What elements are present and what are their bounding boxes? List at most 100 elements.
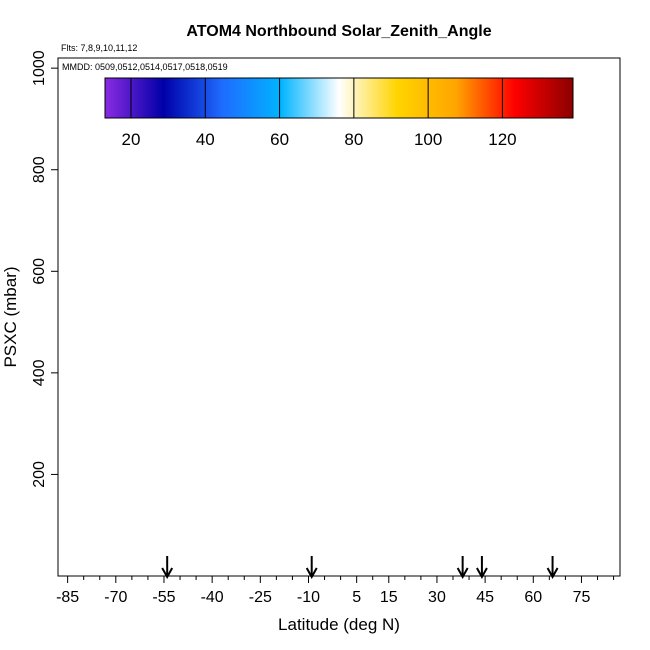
- sample-marker: [429, 297, 434, 302]
- sample-marker: [137, 389, 142, 394]
- sample-marker: [322, 297, 327, 302]
- sample-marker: [500, 118, 505, 123]
- sample-marker: [438, 311, 443, 316]
- sample-marker: [181, 251, 186, 256]
- sample-marker: [484, 377, 489, 382]
- sample-marker: [345, 388, 350, 393]
- sample-marker: [494, 328, 499, 333]
- sample-marker: [319, 397, 324, 402]
- sample-marker: [453, 140, 458, 145]
- sample-marker: [329, 300, 334, 305]
- sample-marker: [198, 290, 203, 295]
- sample-marker: [237, 349, 242, 354]
- sample-marker: [484, 401, 489, 406]
- sample-marker: [277, 155, 282, 160]
- sample-marker: [414, 444, 419, 449]
- sample-marker: [303, 349, 308, 354]
- sample-marker: [271, 430, 276, 435]
- sample-marker: [391, 200, 396, 205]
- sample-marker: [254, 258, 259, 263]
- sample-marker: [157, 214, 162, 219]
- sample-marker: [340, 350, 345, 355]
- sample-marker: [107, 210, 112, 215]
- sample-marker: [91, 354, 96, 359]
- sample-marker: [566, 319, 571, 324]
- sample-marker: [518, 325, 523, 330]
- sample-marker: [204, 138, 209, 143]
- sample-marker: [88, 459, 93, 464]
- sample-marker: [197, 173, 202, 178]
- sample-marker: [584, 372, 589, 377]
- sample-marker: [350, 140, 355, 145]
- sample-marker: [343, 67, 348, 72]
- y-axis: 200 400 600 800 1000: [31, 50, 58, 488]
- plot-frame: [57, 57, 621, 577]
- plot-area: [58, 58, 620, 576]
- sample-marker: [358, 280, 363, 285]
- sample-marker: [330, 228, 335, 233]
- sample-marker: [588, 122, 593, 127]
- sample-marker: [603, 359, 608, 364]
- sample-marker: [98, 408, 103, 413]
- sample-marker: [166, 261, 171, 266]
- sample-marker: [107, 128, 112, 133]
- sample-marker: [269, 313, 274, 318]
- sample-marker: [189, 415, 194, 420]
- sample-marker: [292, 347, 297, 352]
- sample-marker: [353, 120, 358, 125]
- sample-marker: [224, 126, 229, 131]
- sample-marker: [479, 354, 484, 359]
- sample-marker: [181, 64, 186, 69]
- sample-marker: [344, 162, 349, 167]
- sample-marker: [352, 59, 357, 64]
- sample-marker: [239, 328, 244, 333]
- sample-marker: [160, 245, 165, 250]
- sample-marker: [191, 264, 196, 269]
- colorbar: [104, 77, 574, 119]
- sample-marker: [202, 379, 207, 384]
- sample-marker: [398, 212, 403, 217]
- sample-marker: [332, 332, 337, 337]
- sample-marker: [271, 261, 276, 266]
- sample-marker: [125, 124, 130, 129]
- sample-marker: [382, 385, 387, 390]
- sample-marker: [602, 460, 607, 465]
- sample-marker: [374, 443, 379, 448]
- sample-marker: [99, 419, 104, 424]
- sample-marker: [509, 391, 514, 396]
- sample-marker: [494, 426, 499, 431]
- sample-marker: [117, 131, 122, 136]
- sample-marker: [381, 423, 386, 428]
- sample-marker: [595, 132, 600, 137]
- sample-marker: [311, 121, 316, 126]
- sample-marker: [394, 273, 399, 278]
- sample-marker: [507, 60, 512, 65]
- sample-marker: [552, 416, 557, 421]
- sample-marker: [403, 380, 408, 385]
- sample-marker: [128, 337, 133, 342]
- sample-marker: [550, 283, 555, 288]
- sample-marker: [206, 254, 211, 259]
- sample-marker: [458, 431, 463, 436]
- sample-marker: [194, 420, 199, 425]
- sample-marker: [357, 222, 362, 227]
- sample-marker: [93, 457, 98, 462]
- sample-marker: [260, 436, 265, 441]
- sample-marker: [600, 401, 605, 406]
- sample-marker: [224, 346, 229, 351]
- sample-marker: [581, 183, 586, 188]
- sample-marker: [243, 126, 248, 131]
- sample-marker: [263, 287, 268, 292]
- sample-marker: [546, 334, 551, 339]
- sample-marker: [101, 303, 106, 308]
- sample-marker: [104, 313, 109, 318]
- sample-marker: [439, 249, 444, 254]
- sample-marker: [213, 251, 218, 256]
- sample-marker: [261, 360, 266, 365]
- sample-marker: [205, 292, 210, 297]
- x-tick-label: -85: [56, 589, 79, 606]
- sample-marker: [97, 186, 102, 191]
- sample-marker: [459, 315, 464, 320]
- sample-marker: [186, 161, 191, 166]
- sample-marker: [242, 152, 247, 157]
